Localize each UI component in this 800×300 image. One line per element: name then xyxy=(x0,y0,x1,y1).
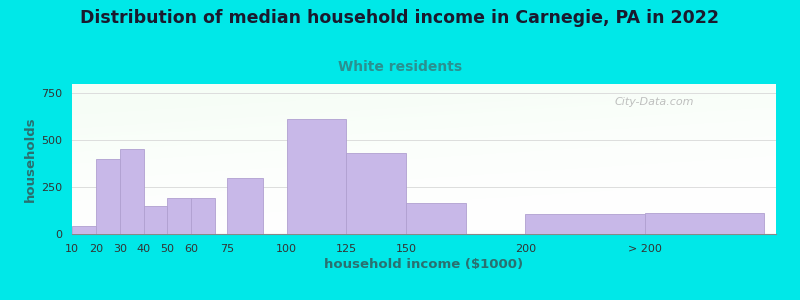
Bar xyxy=(167,198,191,234)
Bar xyxy=(143,206,167,234)
Bar xyxy=(406,203,466,234)
Bar xyxy=(286,119,346,234)
Text: Distribution of median household income in Carnegie, PA in 2022: Distribution of median household income … xyxy=(81,9,719,27)
Bar xyxy=(227,178,263,234)
Bar xyxy=(96,159,120,234)
Bar xyxy=(346,153,406,234)
Bar xyxy=(191,198,215,234)
X-axis label: household income ($1000): household income ($1000) xyxy=(325,258,523,271)
Bar xyxy=(526,214,645,234)
Text: City-Data.com: City-Data.com xyxy=(614,97,694,107)
Bar xyxy=(72,226,96,234)
Bar xyxy=(120,149,143,234)
Y-axis label: households: households xyxy=(24,116,37,202)
Text: White residents: White residents xyxy=(338,60,462,74)
Bar xyxy=(645,213,764,234)
